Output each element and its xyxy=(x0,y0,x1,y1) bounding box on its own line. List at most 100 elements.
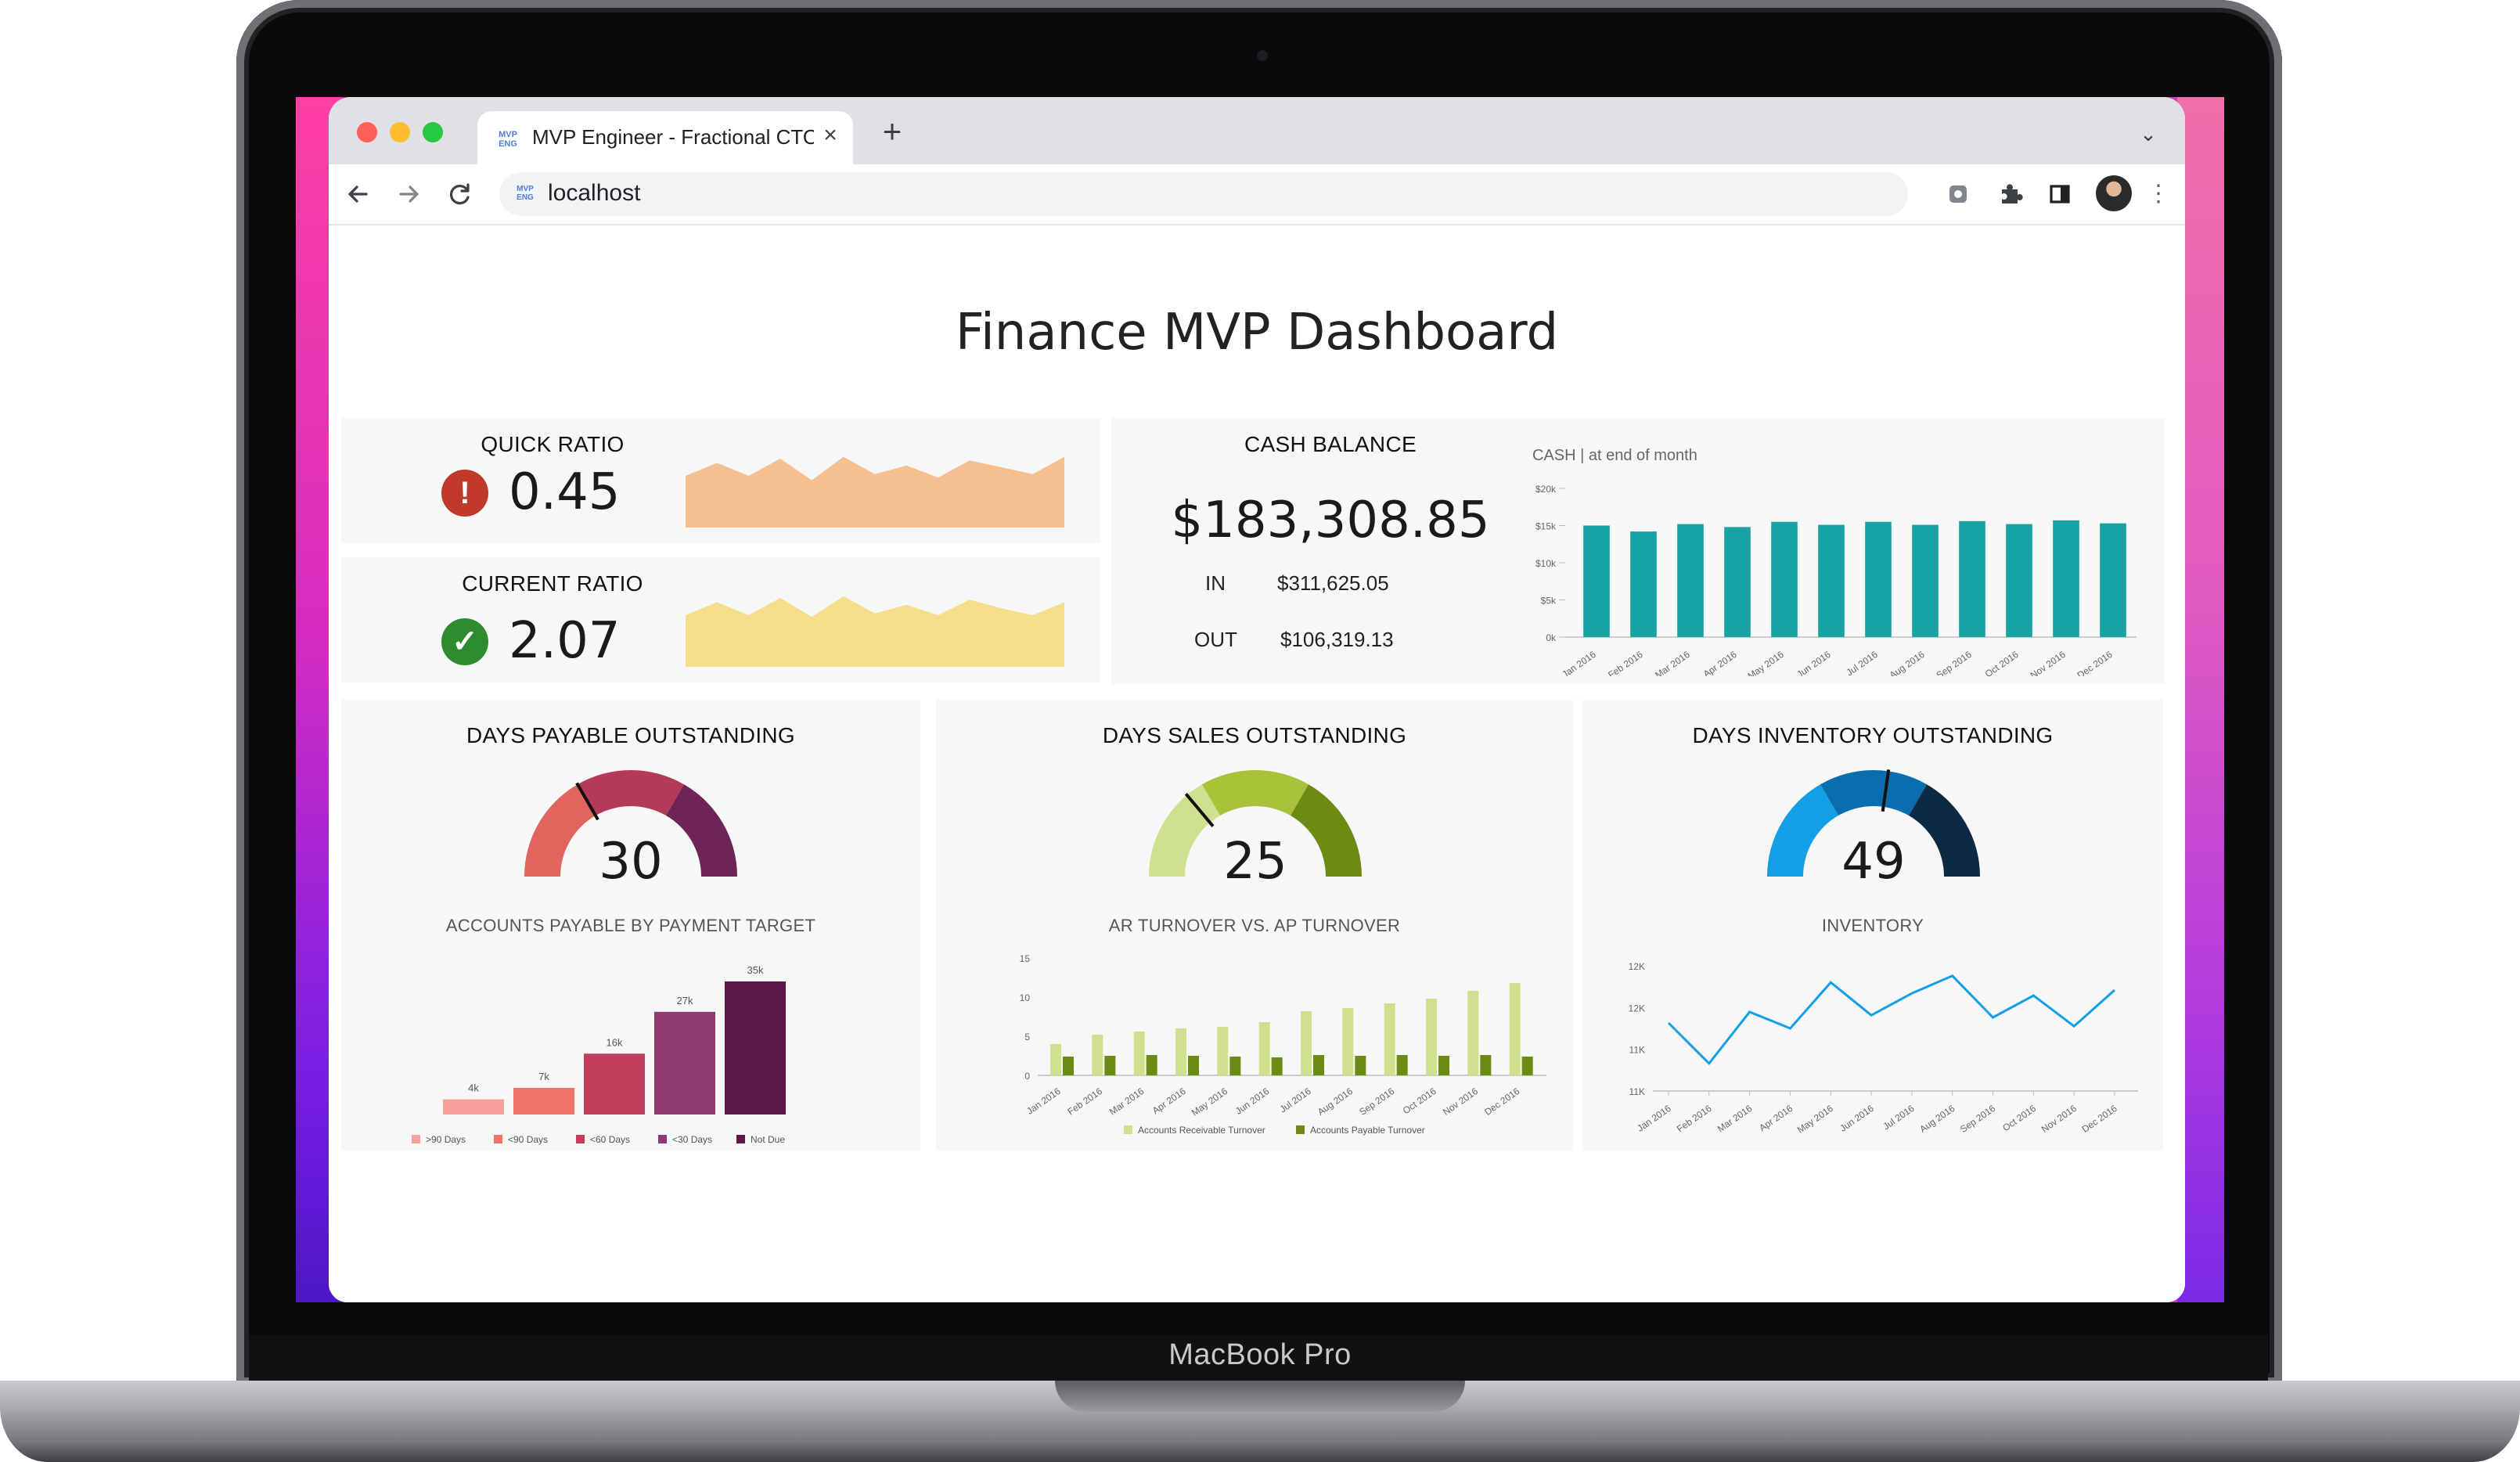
arap-bar xyxy=(1104,1056,1116,1075)
window-maximize-button[interactable] xyxy=(423,122,443,142)
arap-y-tick: 5 xyxy=(1024,1032,1030,1042)
cash-x-tick: Oct 2016 xyxy=(1983,649,2021,676)
ap-data-label: 7k xyxy=(538,1071,549,1082)
side-panel-glyph-icon xyxy=(2050,185,2070,203)
gauge-segment xyxy=(524,784,596,877)
new-tab-button[interactable]: + xyxy=(882,113,902,149)
inv-x-tick: Oct 2016 xyxy=(2000,1103,2038,1134)
check-icon: ✓ xyxy=(441,618,488,665)
dio-card: DAYS INVENTORY OUTSTANDING 49 INVENTORY … xyxy=(1582,700,2163,1151)
window-minimize-button[interactable] xyxy=(390,122,410,142)
arap-x-tick: Sep 2016 xyxy=(1357,1086,1396,1118)
ap-bar xyxy=(513,1088,574,1115)
inv-x-tick: Aug 2016 xyxy=(1917,1103,1957,1135)
ap-data-label: 16k xyxy=(607,1036,623,1048)
dio-chart-title: INVENTORY xyxy=(1821,916,1924,935)
back-button[interactable] xyxy=(341,177,376,211)
arap-bar xyxy=(1217,1027,1229,1075)
dpo-gauge xyxy=(524,770,737,877)
gauge-needle xyxy=(1881,769,1891,812)
tab-close-icon[interactable]: × xyxy=(823,122,837,148)
address-bar[interactable]: MVP ENG localhost xyxy=(499,172,1908,216)
arap-bar xyxy=(1426,999,1437,1075)
cash-y-tick: $5k xyxy=(1541,596,1557,607)
arap-bar xyxy=(1133,1032,1145,1075)
cash-bar xyxy=(1865,521,1892,637)
chevron-down-icon[interactable]: ⌄ xyxy=(2140,122,2157,146)
puzzle-icon[interactable] xyxy=(1993,177,2027,211)
gauge-segment xyxy=(1149,784,1220,877)
inv-y-tick: 12K xyxy=(1629,961,1645,972)
cash-bar xyxy=(1912,524,1939,637)
cash-balance-card: CASH BALANCE $183,308.85 IN $311,625.05 … xyxy=(1111,418,2165,684)
cash-out-label: OUT xyxy=(1194,628,1237,651)
cash-bar xyxy=(1771,521,1798,637)
inv-y-tick: 12K xyxy=(1629,1003,1645,1014)
inv-x-tick: Feb 2016 xyxy=(1675,1103,1714,1135)
arap-x-tick: Aug 2016 xyxy=(1316,1086,1355,1118)
dio-value: 49 xyxy=(1841,833,1906,891)
forward-button[interactable] xyxy=(391,177,426,211)
arap-x-tick: Mar 2016 xyxy=(1107,1086,1147,1118)
quick-ratio-label: QUICK RATIO xyxy=(481,432,625,456)
side-panel-icon[interactable] xyxy=(2043,177,2077,211)
dso-chart-title: AR TURNOVER VS. AP TURNOVER xyxy=(1108,916,1401,935)
arap-bar xyxy=(1188,1056,1199,1075)
extension-icon[interactable] xyxy=(1941,177,1975,211)
inv-x-tick: Mar 2016 xyxy=(1715,1103,1755,1135)
cash-chart-title: CASH | at end of month xyxy=(1532,447,1697,464)
arap-legend-label: Accounts Payable Turnover xyxy=(1310,1125,1425,1136)
dso-gauge xyxy=(1149,770,1362,877)
more-vertical-icon[interactable]: ⋮ xyxy=(2147,181,2170,207)
arap-bar xyxy=(1396,1055,1408,1075)
arap-x-tick: Feb 2016 xyxy=(1065,1086,1104,1118)
ap-by-target-chart: 4k 7k 16k 27k 35k >90 Days <90 Days <60 Days <30… xyxy=(412,964,786,1145)
arap-y-tick: 10 xyxy=(1020,992,1031,1003)
cash-bar xyxy=(2006,524,2032,637)
dpo-chart-title: ACCOUNTS PAYABLE BY PAYMENT TARGET xyxy=(445,916,816,935)
arap-bar xyxy=(1092,1035,1103,1075)
arap-y-tick: 0 xyxy=(1024,1071,1030,1082)
cash-in-label: IN xyxy=(1205,571,1226,595)
current-ratio-card: CURRENT RATIO ✓ 2.07 xyxy=(341,557,1100,682)
inv-x-tick: Jan 2016 xyxy=(1635,1103,1673,1134)
cash-balance-value: $183,308.85 xyxy=(1171,492,1490,549)
cash-bar xyxy=(1583,525,1610,637)
tab-strip: MVP ENG MVP Engineer - Fractional CTO × … xyxy=(329,97,2185,164)
laptop-brand-label: MacBook Pro xyxy=(1168,1338,1352,1371)
inv-x-tick: Sep 2016 xyxy=(1958,1103,1997,1135)
dpo-value: 30 xyxy=(599,833,663,891)
arap-legend-swatch xyxy=(1124,1125,1132,1134)
browser-tab-active[interactable]: MVP ENG MVP Engineer - Fractional CTO × xyxy=(477,111,853,164)
cash-x-tick: May 2016 xyxy=(1746,649,1786,676)
arap-bar xyxy=(1313,1055,1324,1075)
ap-bar xyxy=(725,981,786,1115)
window-close-button[interactable] xyxy=(357,122,377,142)
ap-legend-swatch xyxy=(412,1135,420,1143)
warning-icon: ! xyxy=(441,470,488,517)
arap-x-tick: Apr 2016 xyxy=(1150,1086,1188,1117)
dpo-card: DAYS PAYABLE OUTSTANDING 30 ACCOUNTS PAY… xyxy=(341,700,920,1151)
arap-bar xyxy=(1175,1028,1186,1075)
site-info-icon[interactable]: MVP ENG xyxy=(517,185,534,202)
arap-x-tick: Nov 2016 xyxy=(1441,1086,1480,1118)
tab-favicon-icon: MVP ENG xyxy=(499,130,517,149)
reload-button[interactable] xyxy=(443,177,477,211)
cash-out-value: $106,319.13 xyxy=(1280,628,1394,651)
profile-avatar[interactable] xyxy=(2096,175,2132,211)
inventory-chart: 12K 12K 11K 11K Jan 2016 Feb 2016 Mar 2016 Apr … xyxy=(1629,961,2138,1136)
ap-legend-swatch xyxy=(494,1135,502,1143)
arap-bar xyxy=(1521,1057,1533,1075)
dio-label: DAYS INVENTORY OUTSTANDING xyxy=(1692,723,2054,747)
arap-bar xyxy=(1301,1011,1312,1075)
gauge-segment xyxy=(666,784,737,877)
cash-x-tick: Apr 2016 xyxy=(1701,649,1739,676)
gauge-segment xyxy=(1909,784,1980,877)
arap-bar xyxy=(1063,1057,1074,1075)
ap-legend-label: Not Due xyxy=(751,1134,785,1145)
url-text[interactable]: localhost xyxy=(548,180,641,206)
arap-bar xyxy=(1509,983,1521,1075)
cash-bar xyxy=(1818,524,1845,637)
ap-bar xyxy=(584,1053,645,1115)
ap-data-label: 35k xyxy=(747,964,764,976)
